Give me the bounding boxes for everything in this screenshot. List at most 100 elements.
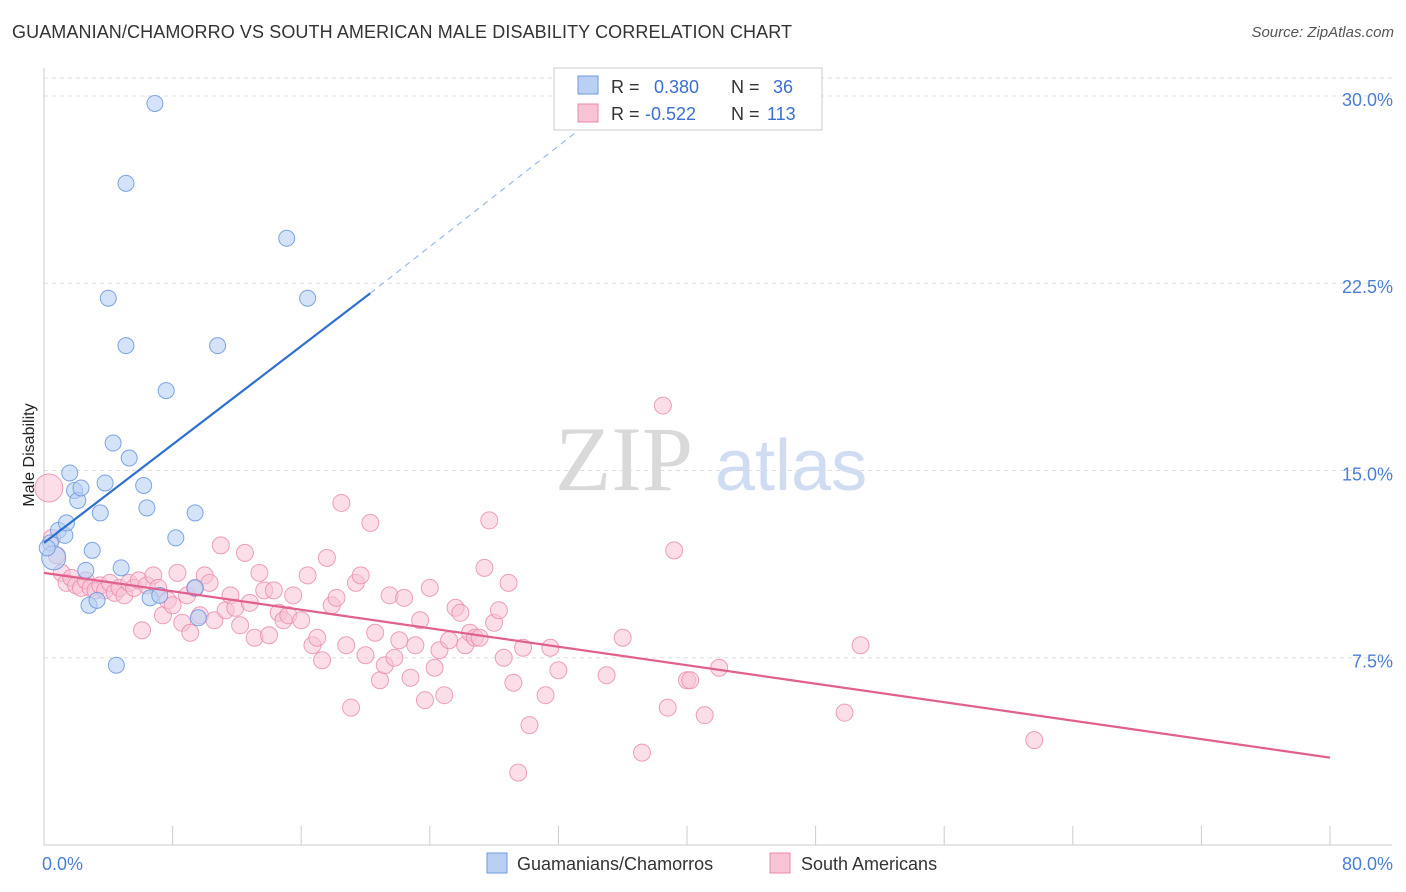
south-american-point (514, 638, 533, 657)
guamanian-point (120, 449, 138, 467)
guamanian-trend-extension (369, 132, 575, 294)
south-american-point (420, 578, 439, 597)
south-american-point (835, 703, 854, 722)
south-american-point (327, 588, 346, 607)
south-american-point (200, 573, 219, 592)
south-american-point (710, 658, 729, 677)
south-american-point (851, 636, 870, 655)
south-american-point (451, 603, 470, 622)
guamanian-point (107, 656, 125, 674)
y-tick-label: 15.0% (1342, 464, 1393, 484)
south-american-point (509, 763, 528, 782)
south-american-point (415, 691, 434, 710)
south-american-point (504, 673, 523, 692)
guamanian-point (278, 229, 296, 247)
legend-n-value-1: 36 (773, 77, 793, 97)
south-american-point (653, 396, 672, 415)
south-american-point (231, 616, 250, 635)
y-tick-label: 30.0% (1342, 90, 1393, 110)
south-american-point (34, 473, 64, 503)
south-american-point (1025, 731, 1044, 750)
south-american-point (260, 626, 279, 645)
south-american-point (480, 511, 499, 530)
watermark-zip: ZIP (555, 408, 693, 510)
legend-swatch-blue (577, 75, 599, 95)
south-american-point (390, 631, 409, 650)
south-american-point (632, 743, 651, 762)
guamanian-point (96, 474, 114, 492)
south-american-point (356, 646, 375, 665)
south-american-point (264, 581, 283, 600)
guamanian-point (112, 559, 130, 577)
guamanian-point (117, 337, 135, 355)
y-axis-label: Male Disability (21, 403, 38, 506)
south-american-point (475, 558, 494, 577)
legend-r-label-2: R = (611, 104, 640, 124)
series-label-south-americans: South Americans (801, 854, 937, 874)
south-american-point (284, 586, 303, 605)
guamanian-point (167, 529, 185, 547)
guamanian-point (186, 504, 204, 522)
south-american-point (317, 548, 336, 567)
south-american-point (313, 651, 332, 670)
guamanian-point (72, 479, 90, 497)
south-american-point (163, 596, 182, 615)
south-american-point (665, 541, 684, 560)
guamanian-trend-line (43, 292, 371, 544)
guamanian-point (83, 541, 101, 559)
south-american-point (435, 686, 454, 705)
guamanian-point (151, 586, 169, 604)
south-american-point (370, 671, 389, 690)
south-american-point (211, 536, 230, 555)
legend-n-value-2: 113 (767, 104, 796, 124)
guamanian-point (99, 289, 117, 307)
series-swatch-south-americans (769, 852, 791, 874)
south-american-point (250, 563, 269, 582)
south-american-point (597, 666, 616, 685)
south-american-point (351, 566, 370, 585)
guamanian-point (58, 514, 76, 532)
south-american-point (681, 671, 700, 690)
south-american-point (406, 636, 425, 655)
south-american-point (489, 601, 508, 620)
south-american-point (337, 636, 356, 655)
guamanian-point (88, 591, 106, 609)
series-label-guamanians: Guamanians/Chamorros (517, 854, 713, 874)
x-tick-label-max: 80.0% (1342, 854, 1393, 874)
guamanian-point (61, 464, 79, 482)
south-american-point (695, 706, 714, 725)
south-american-point (470, 628, 489, 647)
south-american-point (613, 628, 632, 647)
south-american-point (401, 668, 420, 687)
south-american-point (366, 623, 385, 642)
legend-n-label-2: N = (731, 104, 760, 124)
guamanian-point (189, 609, 207, 627)
guamanian-point (146, 94, 164, 112)
correlation-legend: R = 0.380 N = 36 R = -0.522 N = 113 (553, 67, 823, 131)
south-american-point (658, 698, 677, 717)
guamanian-point (138, 499, 156, 517)
legend-swatch-pink (577, 103, 599, 123)
guamanian-point (77, 561, 95, 579)
south-american-point (411, 611, 430, 630)
south-american-point (440, 631, 459, 650)
south-american-point (342, 698, 361, 717)
south-american-point (235, 543, 254, 562)
south-american-point (292, 611, 311, 630)
x-tick-label-min: 0.0% (42, 854, 83, 874)
south-american-trend-line (43, 571, 1331, 759)
south-american-point (395, 588, 414, 607)
south-american-point (494, 648, 513, 667)
south-american-point (520, 716, 539, 735)
guamanian-point (117, 174, 135, 192)
south-american-point (361, 513, 380, 532)
south-american-point (541, 638, 560, 657)
south-american-point (425, 658, 444, 677)
guamanian-point (104, 434, 122, 452)
south-american-point (308, 628, 327, 647)
south-american-point (499, 573, 518, 592)
south-american-point (298, 566, 317, 585)
south-american-point (549, 661, 568, 680)
south-american-point (536, 686, 555, 705)
